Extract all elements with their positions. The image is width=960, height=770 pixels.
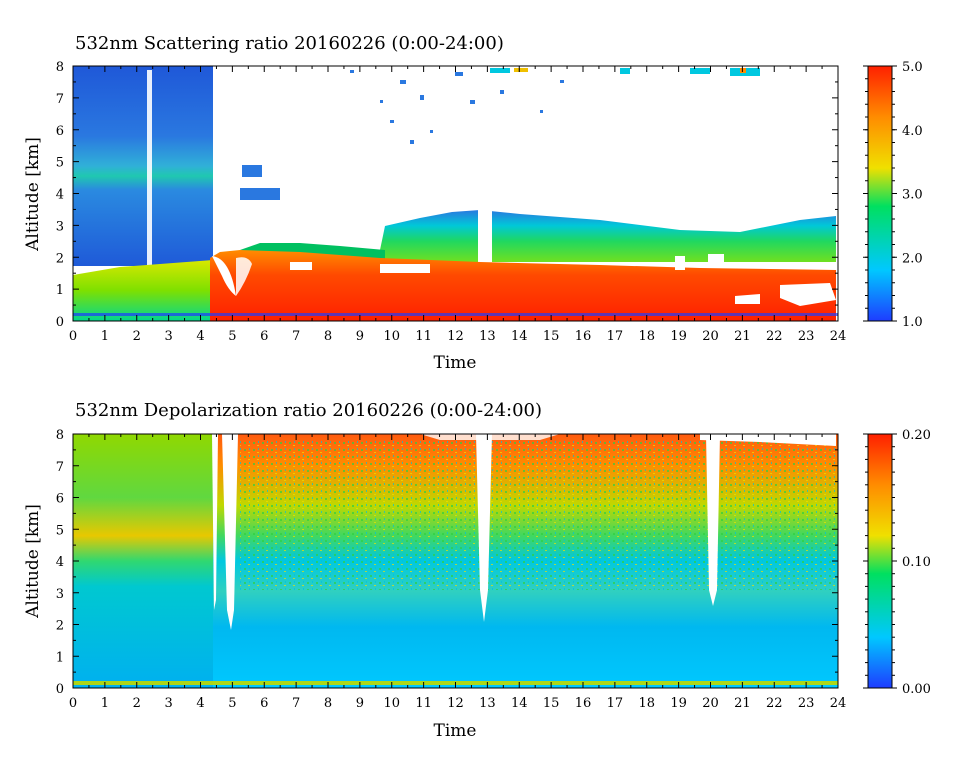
mask-spike-20h bbox=[706, 434, 720, 606]
x-tick-label: 6 bbox=[260, 696, 268, 711]
x-tick-label: 16 bbox=[575, 329, 592, 344]
y-tick-label: 8 bbox=[56, 60, 64, 75]
colorbar-tick-label: 2.0 bbox=[902, 251, 923, 266]
x-tick-label: 17 bbox=[607, 329, 624, 344]
x-tick-label: 23 bbox=[798, 329, 815, 344]
x-tick-label: 5 bbox=[228, 329, 236, 344]
y-tick-label: 2 bbox=[56, 251, 64, 266]
colorbar-tick-label: 5.0 bbox=[902, 60, 923, 75]
y-tick-label: 5 bbox=[56, 523, 64, 538]
x-tick-label: 1 bbox=[101, 696, 109, 711]
x-tick-label: 2 bbox=[133, 329, 141, 344]
panel2-title: 532nm Depolarization ratio 20160226 (0:0… bbox=[75, 400, 542, 421]
colorbar-tick-label: 0.00 bbox=[902, 682, 931, 697]
y-tick-label: 1 bbox=[56, 283, 64, 298]
x-tick-label: 9 bbox=[356, 329, 364, 344]
panel1-colorbar bbox=[867, 65, 893, 322]
x-tick-label: 6 bbox=[260, 329, 268, 344]
y-tick-label: 0 bbox=[56, 315, 64, 330]
x-tick-label: 20 bbox=[702, 696, 719, 711]
x-tick-label: 15 bbox=[543, 329, 560, 344]
y-tick-label: 6 bbox=[56, 124, 64, 139]
x-tick-label: 2 bbox=[133, 696, 141, 711]
y-tick-label: 7 bbox=[56, 92, 64, 107]
y-tick-label: 3 bbox=[56, 219, 64, 234]
residual-layer bbox=[380, 210, 836, 262]
x-tick-label: 0 bbox=[69, 329, 77, 344]
x-tick-label: 7 bbox=[292, 329, 300, 344]
x-tick-label: 12 bbox=[447, 329, 464, 344]
x-tick-label: 19 bbox=[670, 696, 687, 711]
x-tick-label: 18 bbox=[638, 329, 655, 344]
y-tick-label: 8 bbox=[56, 428, 64, 443]
boundary-layer-left bbox=[73, 260, 213, 321]
x-tick-label: 4 bbox=[196, 329, 204, 344]
x-tick-label: 13 bbox=[479, 696, 496, 711]
x-tick-label: 10 bbox=[383, 329, 400, 344]
x-tick-label: 4 bbox=[196, 696, 204, 711]
y-tick-label: 6 bbox=[56, 492, 64, 507]
x-tick-label: 16 bbox=[575, 696, 592, 711]
x-tick-label: 0 bbox=[69, 696, 77, 711]
x-tick-label: 20 bbox=[702, 329, 719, 344]
x-tick-label: 21 bbox=[734, 329, 751, 344]
panel2-heatmap bbox=[73, 434, 838, 688]
colorbar-tick-label: 0.20 bbox=[902, 428, 931, 443]
x-tick-label: 17 bbox=[607, 696, 624, 711]
colorbar-tick-label: 0.10 bbox=[902, 555, 931, 570]
panel2-colorbar bbox=[867, 433, 893, 689]
y-tick-label: 5 bbox=[56, 156, 64, 171]
colorbar-tick-label: 3.0 bbox=[902, 188, 923, 203]
x-tick-label: 10 bbox=[383, 696, 400, 711]
colorbar-tick-label: 1.0 bbox=[902, 315, 923, 330]
y-tick-label: 0 bbox=[56, 682, 64, 697]
x-tick-label: 18 bbox=[638, 696, 655, 711]
x-tick-label: 24 bbox=[830, 696, 847, 711]
dust-free-left-region bbox=[73, 434, 213, 688]
y-tick-label: 7 bbox=[56, 460, 64, 475]
x-tick-label: 8 bbox=[324, 696, 332, 711]
x-tick-label: 13 bbox=[479, 329, 496, 344]
x-tick-label: 9 bbox=[356, 696, 364, 711]
x-tick-label: 11 bbox=[415, 696, 432, 711]
panel2-ylabel: Altitude [km] bbox=[23, 504, 43, 619]
y-tick-label: 4 bbox=[56, 555, 64, 570]
x-tick-label: 14 bbox=[511, 329, 528, 344]
panel1-ylabel: Altitude [km] bbox=[23, 137, 43, 252]
y-tick-label: 3 bbox=[56, 587, 64, 602]
free-troposphere-layer bbox=[73, 66, 213, 266]
y-tick-label: 1 bbox=[56, 650, 64, 665]
panel1-xlabel: Time bbox=[434, 353, 477, 373]
x-tick-label: 5 bbox=[228, 696, 236, 711]
x-tick-label: 12 bbox=[447, 696, 464, 711]
x-tick-label: 11 bbox=[415, 329, 432, 344]
y-tick-label: 4 bbox=[56, 188, 64, 203]
mask-spike-5h bbox=[222, 434, 238, 630]
x-tick-label: 19 bbox=[670, 329, 687, 344]
x-tick-label: 23 bbox=[798, 696, 815, 711]
x-tick-label: 22 bbox=[766, 329, 783, 344]
mask-spike-13h bbox=[476, 434, 492, 622]
x-tick-label: 21 bbox=[734, 696, 751, 711]
x-tick-label: 7 bbox=[292, 696, 300, 711]
x-tick-label: 14 bbox=[511, 696, 528, 711]
x-tick-label: 24 bbox=[830, 329, 847, 344]
panel1-title: 532nm Scattering ratio 20160226 (0:00-24… bbox=[75, 33, 504, 54]
x-tick-label: 3 bbox=[164, 696, 172, 711]
y-tick-label: 2 bbox=[56, 619, 64, 634]
colorbar-tick-label: 4.0 bbox=[902, 124, 923, 139]
x-tick-label: 22 bbox=[766, 696, 783, 711]
panel2-xlabel: Time bbox=[434, 721, 477, 741]
x-tick-label: 15 bbox=[543, 696, 560, 711]
x-tick-label: 8 bbox=[324, 329, 332, 344]
x-tick-label: 1 bbox=[101, 329, 109, 344]
panel1-heatmap bbox=[73, 66, 838, 321]
x-tick-label: 3 bbox=[164, 329, 172, 344]
